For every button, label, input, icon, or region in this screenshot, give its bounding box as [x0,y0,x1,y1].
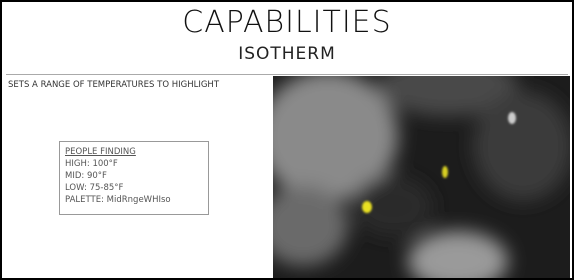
setting-line: HIGH: 100°F [65,158,208,170]
title: CAPABILITIES [2,6,572,40]
thermal-image [273,76,570,278]
subtitle: ISOTHERM [2,43,572,65]
setting-line: PALETTE: MidRngeWHIso [65,194,208,206]
box-heading: PEOPLE FINDING [65,146,208,158]
slide: CAPABILITIES ISOTHERM SETS A RANGE OF TE… [0,0,574,280]
divider [6,74,568,75]
setting-line: MID: 90°F [65,170,208,182]
description: SETS A RANGE OF TEMPERATURES TO HIGHLIGH… [8,80,219,90]
setting-line: LOW: 75-85°F [65,182,208,194]
